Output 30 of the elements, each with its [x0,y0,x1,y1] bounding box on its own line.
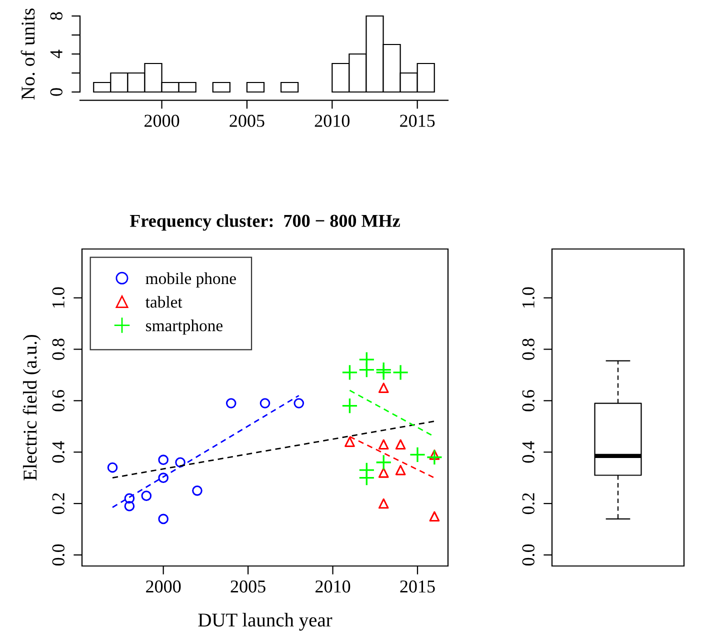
x-tick-label: 2000 [144,114,180,127]
y-tick-label: 0.2 [522,493,535,514]
x-tick-label: 2010 [314,114,350,127]
y-tick-label: 8 [50,12,62,20]
y-tick-label: 1.0 [522,287,535,308]
x-tick-label: 2000 [146,580,181,593]
y-tick-label: 0.0 [522,544,535,566]
legend-label: smartphone [146,320,223,335]
x-tick-label: 2005 [230,114,264,127]
y-tick-label: 0.2 [52,493,65,514]
x-tick-label: 2005 [230,580,266,593]
x-tick-label: 2015 [400,580,435,593]
chart-title: Frequency cluster: 700 − 800 MHz [130,214,400,231]
y-axis-title: Electric field (a.u.) [22,334,41,480]
x-axis-title: DUT launch year [198,612,332,631]
y-tick-label: 0.4 [52,441,65,463]
y-axis-title: No. of units [20,8,35,100]
x-tick-label: 2010 [316,580,350,593]
x-tick-label: 2015 [400,114,435,127]
legend-label: mobile phone [146,272,236,288]
y-tick-label: 0 [50,88,62,96]
y-tick-label: 1.0 [52,287,65,308]
y-tick-label: 0.6 [522,390,535,412]
legend-label: tablet [145,296,182,308]
y-tick-label: 0.4 [522,441,535,463]
y-tick-label: 0.8 [52,338,65,360]
y-tick-label: 4 [50,50,62,58]
y-tick-label: 0.0 [52,544,65,566]
y-tick-label: 0.8 [522,338,535,360]
y-tick-label: 0.6 [52,390,65,412]
